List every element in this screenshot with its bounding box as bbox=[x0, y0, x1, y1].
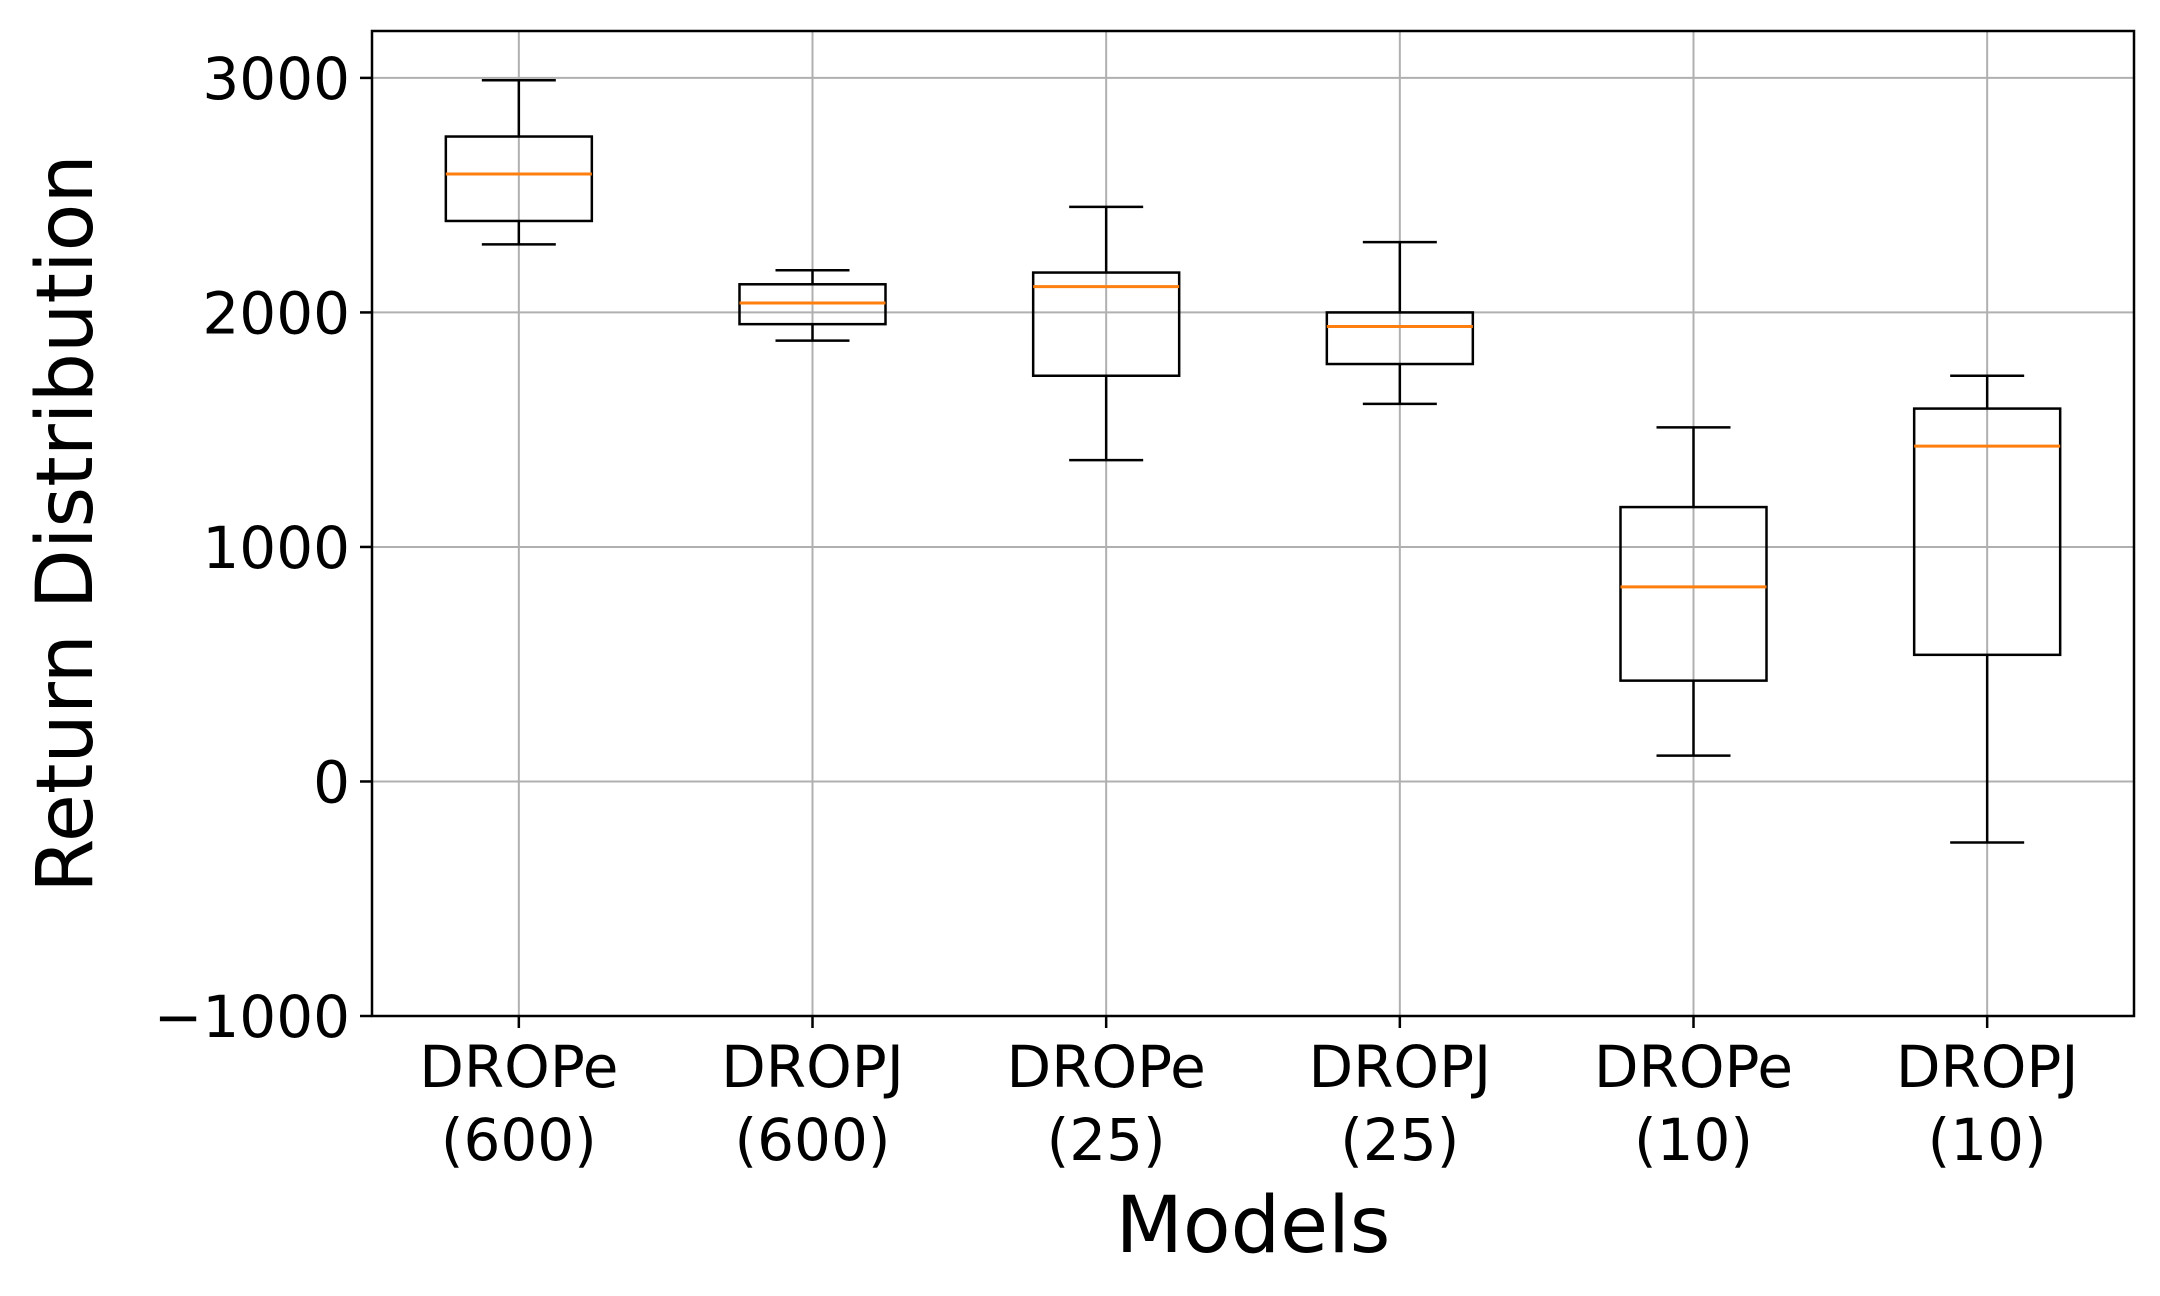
iqr-box bbox=[444, 135, 594, 223]
x-tick-label: (600) bbox=[441, 1106, 597, 1174]
box-plot-item bbox=[1619, 426, 1768, 757]
y-tick-label: 0 bbox=[313, 748, 350, 816]
box-plot-item bbox=[1912, 374, 2062, 844]
iqr-box bbox=[1619, 505, 1768, 682]
box-series bbox=[444, 79, 2062, 844]
x-tick-label: DROPe bbox=[1594, 1033, 1793, 1101]
y-tick-label: −1000 bbox=[154, 983, 350, 1051]
x-axis-ticks: DROPe(600)DROPJ(600)DROPe(25)DROPJ(25)DR… bbox=[419, 1016, 2079, 1174]
y-axis-ticks: −1000 0 1000 2000 3000 bbox=[154, 45, 372, 1051]
box-plot-item bbox=[738, 268, 887, 342]
plot-frame bbox=[370, 29, 2136, 1018]
y-tick-label: 2000 bbox=[202, 279, 350, 347]
iqr-box bbox=[1912, 407, 2062, 657]
box-plot-item bbox=[1031, 205, 1181, 462]
x-tick-label: (10) bbox=[1634, 1106, 1753, 1174]
x-tick-label: DROPe bbox=[1007, 1033, 1206, 1101]
x-tick-label: (10) bbox=[1928, 1106, 2047, 1174]
grid-lines bbox=[372, 31, 2134, 1017]
x-tick-label: DROPJ bbox=[721, 1033, 904, 1101]
x-tick-label: DROPJ bbox=[1896, 1033, 2079, 1101]
y-tick-label: 3000 bbox=[202, 45, 350, 113]
y-tick-label: 1000 bbox=[202, 514, 350, 582]
x-tick-label: DROPe bbox=[419, 1033, 618, 1101]
box-plot-item bbox=[1325, 240, 1475, 406]
x-tick-label: (25) bbox=[1340, 1106, 1459, 1174]
iqr-box bbox=[1325, 311, 1475, 366]
y-axis-label: Return Distribution bbox=[21, 154, 111, 893]
x-axis-label: Models bbox=[1116, 1181, 1391, 1271]
x-tick-label: (600) bbox=[735, 1106, 891, 1174]
x-tick-label: DROPJ bbox=[1308, 1033, 1491, 1101]
box-plot-item bbox=[444, 79, 594, 246]
iqr-box bbox=[1031, 271, 1181, 377]
x-tick-label: (25) bbox=[1047, 1106, 1166, 1174]
